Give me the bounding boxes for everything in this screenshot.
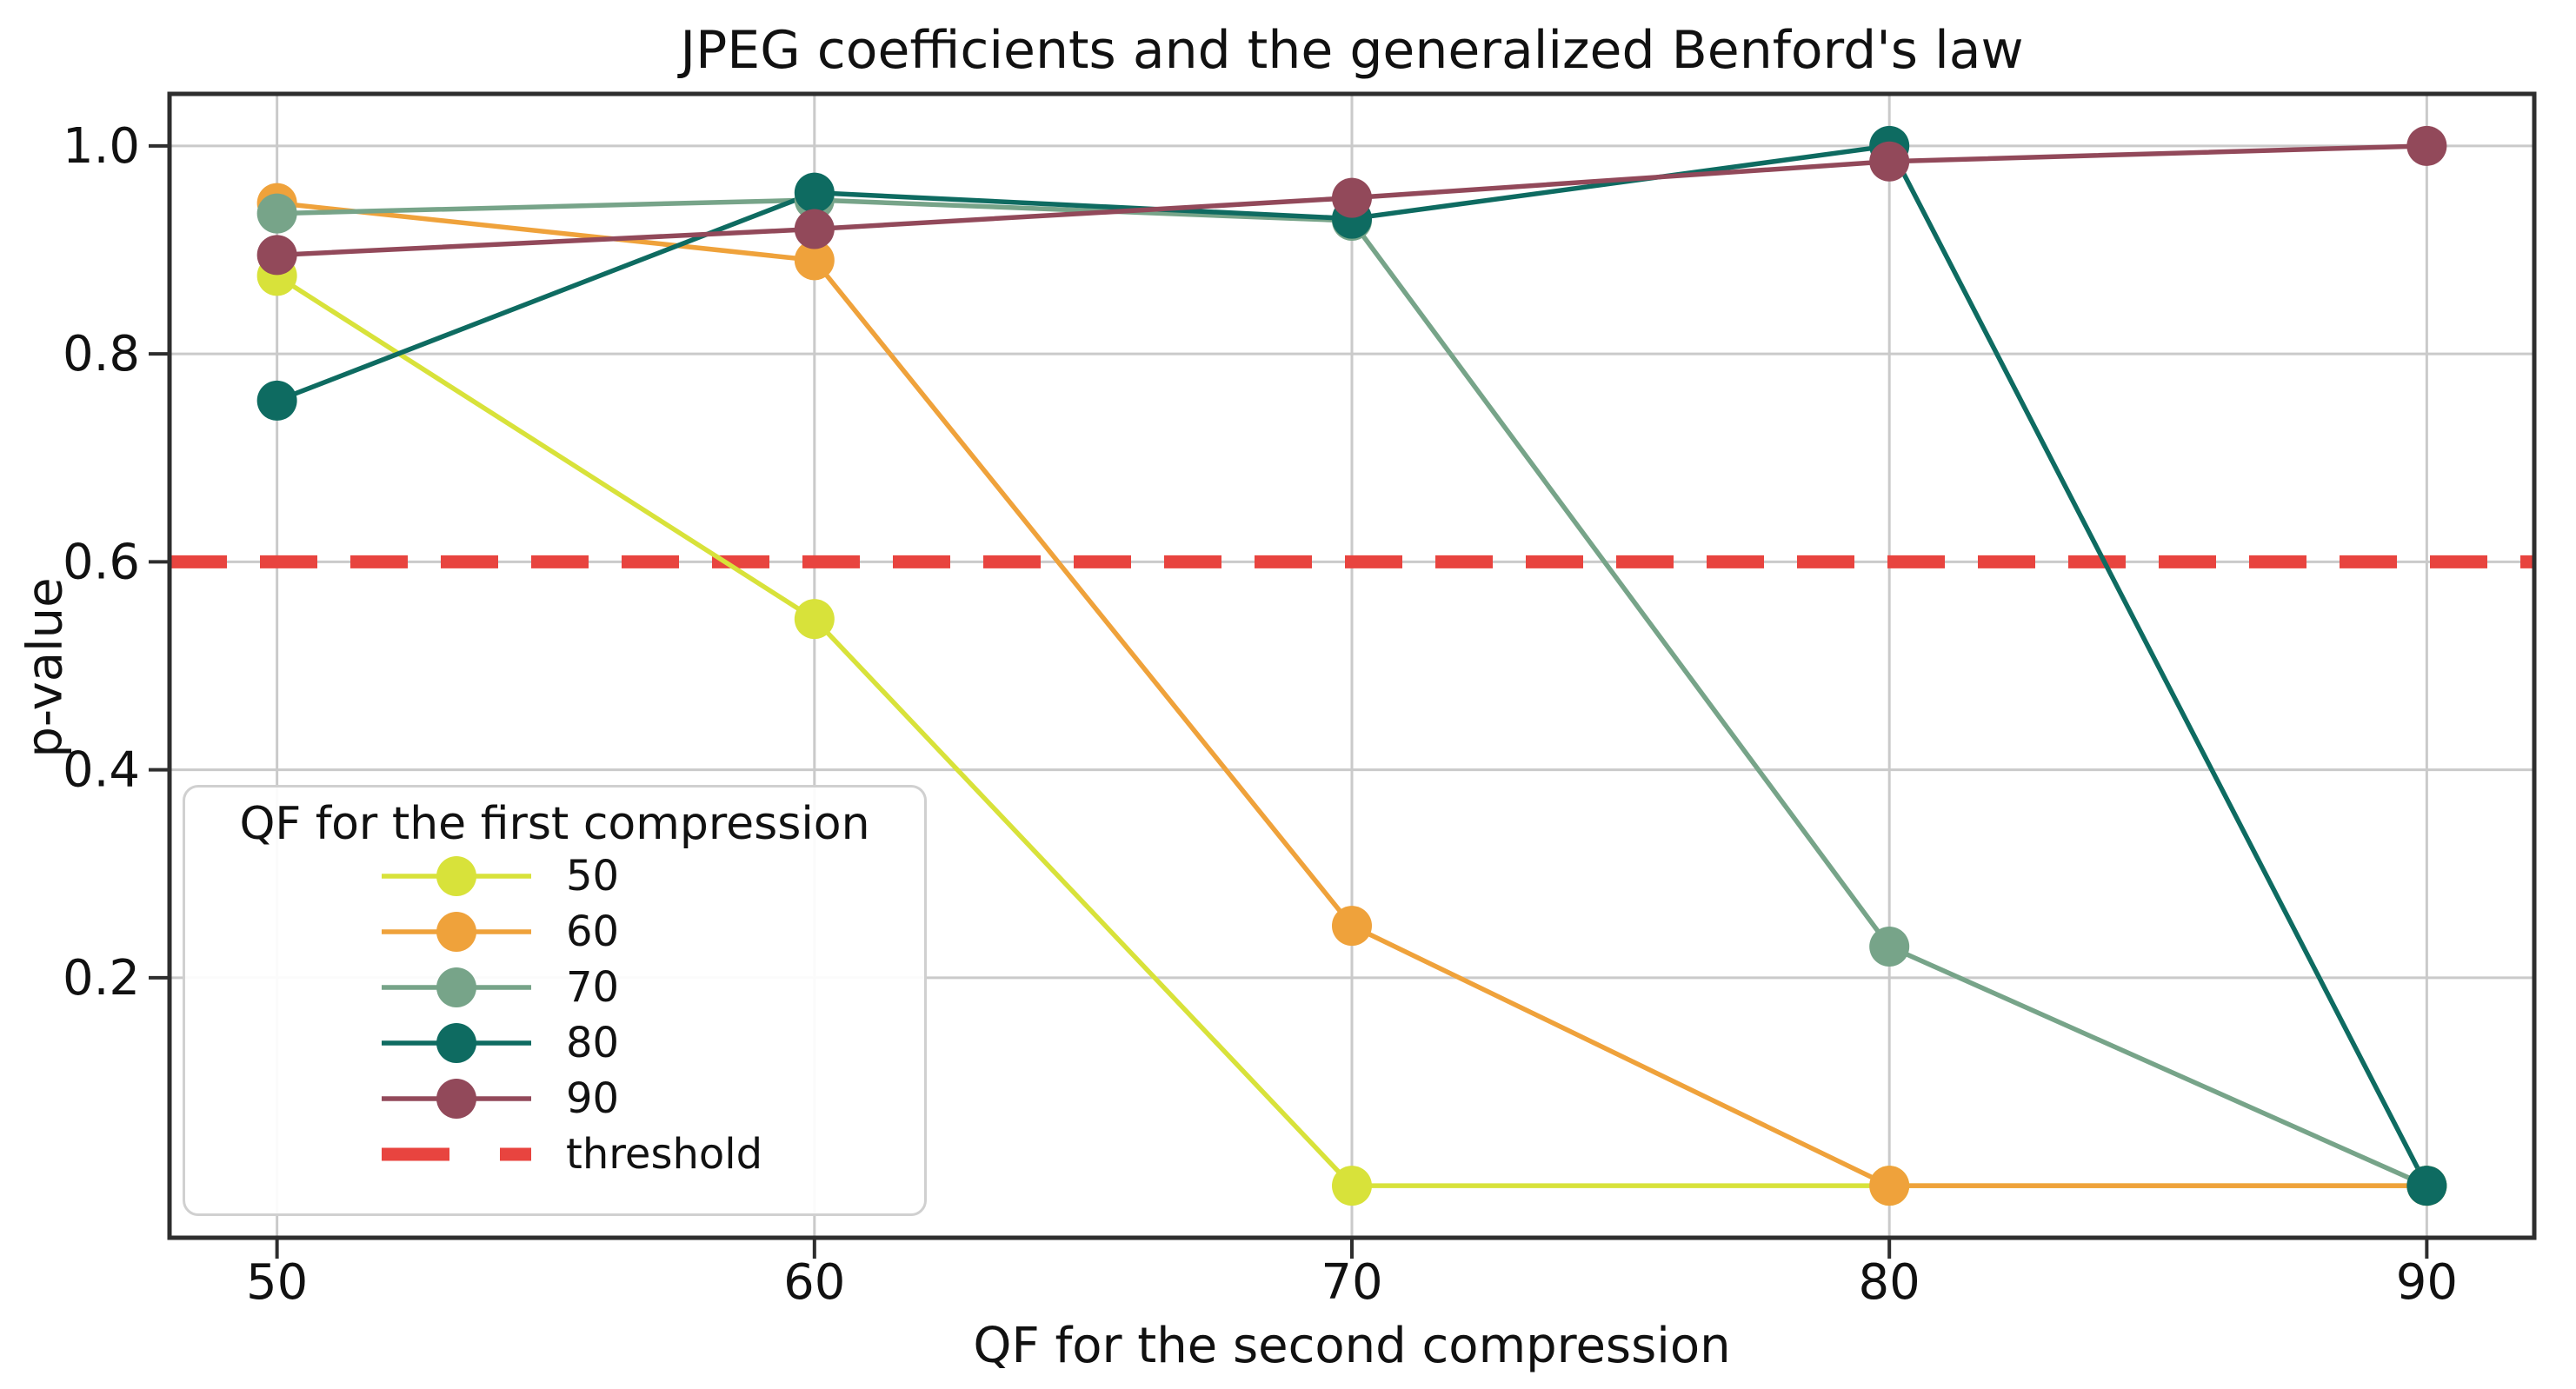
series-marker-90 bbox=[256, 235, 297, 276]
y-tick-label: 0.2 bbox=[63, 950, 140, 1007]
legend-item-label: 80 bbox=[566, 1019, 620, 1067]
series-marker-90 bbox=[1332, 177, 1372, 218]
y-tick-label: 0.6 bbox=[63, 534, 140, 590]
legend-item-80: 80 bbox=[185, 1015, 924, 1071]
series-marker-60 bbox=[794, 240, 835, 281]
series-marker-60 bbox=[1869, 1166, 1910, 1206]
y-tick-label: 1.0 bbox=[63, 118, 140, 175]
legend-item-label: 70 bbox=[566, 963, 620, 1012]
series-marker-80 bbox=[256, 380, 297, 421]
series-swatch-icon bbox=[382, 912, 531, 952]
legend: QF for the first compression 50 60 70 80 90 t… bbox=[183, 785, 927, 1216]
series-swatch-icon bbox=[382, 967, 531, 1007]
legend-item-label: 60 bbox=[566, 907, 620, 956]
series-marker-70 bbox=[256, 193, 297, 234]
legend-item-50: 50 bbox=[185, 848, 924, 904]
threshold-swatch-icon bbox=[382, 1147, 531, 1161]
series-marker-50 bbox=[1332, 1166, 1372, 1206]
series-swatch-icon bbox=[382, 1023, 531, 1063]
series-marker-50 bbox=[794, 599, 835, 640]
series-marker-70 bbox=[1869, 927, 1910, 967]
series-marker-90 bbox=[2406, 125, 2447, 166]
legend-item-label: 90 bbox=[566, 1074, 620, 1123]
legend-item-label: 50 bbox=[566, 852, 620, 901]
legend-item-70: 70 bbox=[185, 960, 924, 1015]
x-tick-label: 90 bbox=[2396, 1254, 2458, 1311]
y-tick-label: 0.4 bbox=[63, 742, 140, 799]
series-marker-80 bbox=[794, 172, 835, 213]
series-marker-90 bbox=[794, 209, 835, 249]
x-tick-label: 70 bbox=[1321, 1254, 1382, 1311]
x-tick-label: 50 bbox=[246, 1254, 308, 1311]
chart-title: JPEG coefficients and the generalized Be… bbox=[680, 20, 2024, 81]
legend-item-threshold: threshold bbox=[185, 1126, 924, 1182]
series-swatch-icon bbox=[382, 856, 531, 896]
series-swatch-icon bbox=[382, 1079, 531, 1119]
legend-item-label: threshold bbox=[566, 1130, 763, 1179]
legend-item-60: 60 bbox=[185, 904, 924, 960]
series-marker-60 bbox=[1332, 906, 1372, 947]
y-tick-label: 0.8 bbox=[63, 326, 140, 382]
legend-item-90: 90 bbox=[185, 1071, 924, 1126]
x-axis-label: QF for the second compression bbox=[973, 1318, 1731, 1374]
x-tick-label: 80 bbox=[1859, 1254, 1920, 1311]
x-tick-label: 60 bbox=[783, 1254, 845, 1311]
series-marker-90 bbox=[1869, 141, 1910, 182]
legend-title: QF for the first compression bbox=[239, 798, 870, 850]
series-marker-80 bbox=[2406, 1166, 2447, 1206]
legend-items: 50 60 70 80 90 threshold bbox=[185, 848, 924, 1182]
